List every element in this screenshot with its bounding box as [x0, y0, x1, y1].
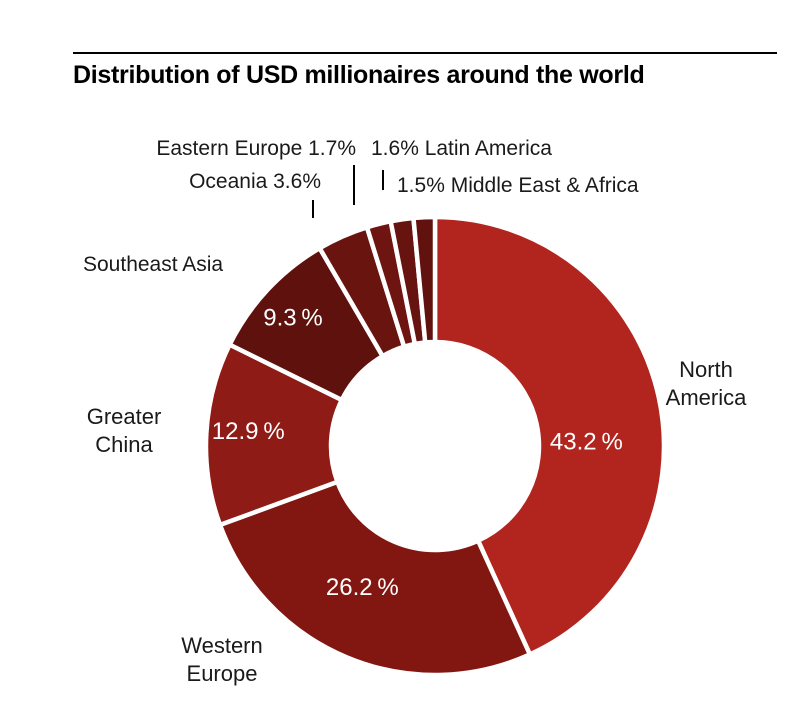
slice-greater-china [203, 341, 345, 528]
label-southeast-asia: Southeast Asia [83, 253, 224, 276]
callout-latin-america: 1.6% Latin America [371, 137, 552, 160]
value-label-southeast-asia: 9.3 % [263, 304, 323, 331]
value-label-western-europe: 26.2 % [326, 574, 399, 601]
label-greater-china: Greater China [86, 404, 162, 457]
label-north-america: North America [665, 357, 747, 410]
leader-line-latin-america [382, 170, 384, 190]
callout-middle-east-africa: 1.5% Middle East & Africa [397, 174, 639, 197]
chart-title: Distribution of USD millionaires around … [73, 61, 645, 89]
leader-line-eastern-europe [353, 165, 355, 205]
top-rule [73, 52, 777, 54]
callout-oceania: Oceania 3.6% [189, 170, 321, 193]
callout-eastern-europe: Eastern Europe 1.7% [156, 137, 356, 160]
value-label-greater-china: 12.9 % [212, 418, 285, 445]
slice-north-america [432, 214, 667, 658]
slice-middle-east-africa [410, 214, 438, 345]
value-label-north-america: 43.2 % [550, 429, 623, 456]
slice-western-europe [217, 478, 533, 678]
leader-line-oceania [312, 200, 314, 218]
label-western-europe: Western Europe [181, 633, 263, 686]
